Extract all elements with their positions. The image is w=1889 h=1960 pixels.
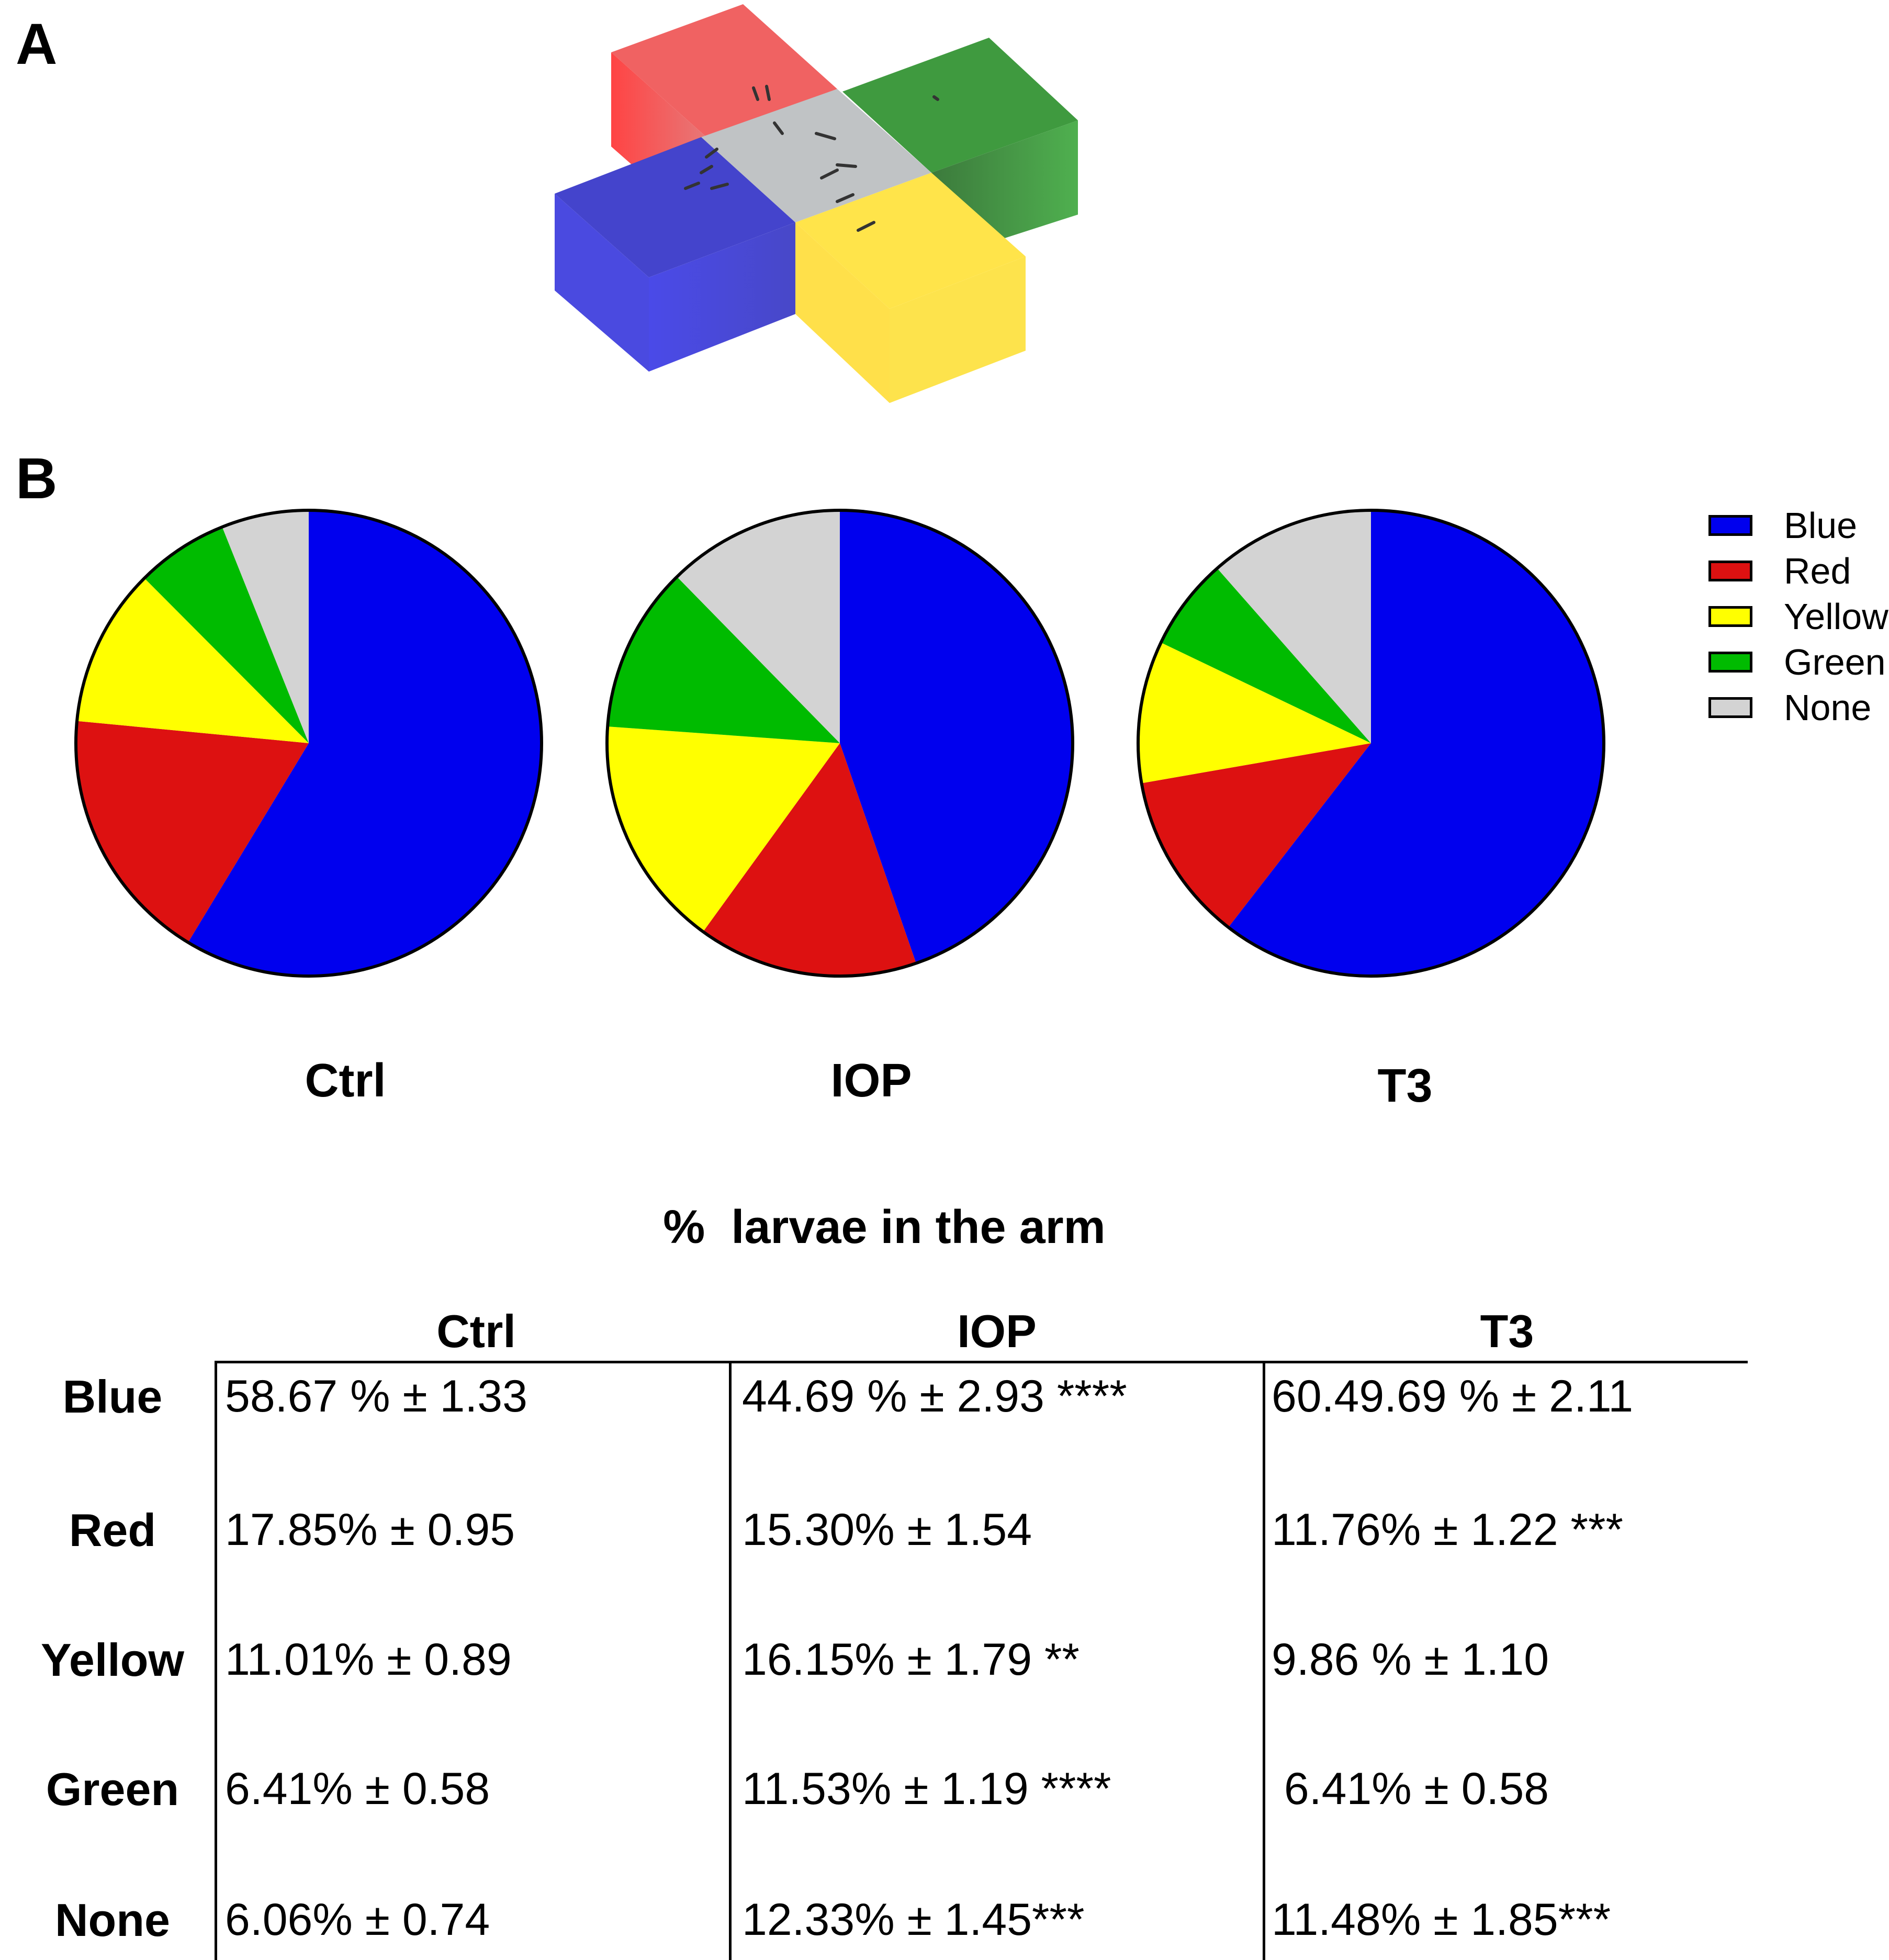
table-divider-2 — [729, 1361, 732, 1960]
legend-swatch-none — [1708, 697, 1752, 718]
pie-label-t3: T3 — [1377, 1060, 1433, 1112]
table-divider-3 — [1263, 1361, 1265, 1960]
table-row-header-red: Red — [69, 1504, 156, 1556]
table-cell-green-t3: 6.41% ± 0.58 — [1272, 1764, 1549, 1814]
yellow-arm — [795, 173, 1026, 403]
pie-outline-iop — [605, 509, 1074, 978]
pie-slice-t3-blue — [1228, 510, 1604, 976]
pie-slice-iop-green — [608, 576, 840, 743]
legend-label-green: Green — [1784, 641, 1886, 682]
pie-charts — [74, 509, 1605, 978]
blue-arm — [555, 137, 795, 372]
pie-slice-iop-red — [703, 743, 916, 977]
legend-label-none: None — [1784, 687, 1872, 728]
plus-maze-illustration — [555, 4, 1078, 403]
legend-item-none: None — [1708, 685, 1888, 730]
table-col-header-iop: IOP — [957, 1305, 1037, 1357]
legend-item-green: Green — [1708, 639, 1888, 685]
table-cell-green-iop: 11.53% ± 1.19 **** — [742, 1764, 1111, 1814]
center-zone — [701, 89, 931, 222]
legend-label-red: Red — [1784, 550, 1851, 591]
table-divider-1 — [215, 1361, 217, 1960]
table-col-header-ctrl: Ctrl — [436, 1305, 516, 1357]
pie-slice-ctrl-none — [222, 510, 309, 743]
table-cell-none-iop: 12.33% ± 1.45*** — [742, 1895, 1085, 1945]
table-cell-red-ctrl: 17.85% ± 0.95 — [225, 1505, 515, 1555]
table-cell-blue-t3: 60.49.69 % ± 2.11 — [1272, 1371, 1634, 1421]
table-row-header-blue: Blue — [62, 1371, 163, 1423]
table-row-header-yellow: Yellow — [41, 1634, 184, 1686]
table-cell-yellow-iop: 16.15% ± 1.79 ** — [742, 1634, 1080, 1685]
legend-label-blue: Blue — [1784, 505, 1858, 546]
table-cell-yellow-ctrl: 11.01% ± 0.89 — [225, 1634, 512, 1685]
table-cell-red-t3: 11.76% ± 1.22 *** — [1272, 1505, 1623, 1555]
pie-slice-t3-none — [1217, 510, 1371, 743]
pie-slice-ctrl-blue — [188, 510, 542, 976]
table-cell-green-ctrl: 6.41% ± 0.58 — [225, 1764, 490, 1814]
table-title: % larvae in the arm — [663, 1201, 1106, 1253]
pie-slice-iop-none — [677, 510, 840, 743]
legend-swatch-yellow — [1708, 606, 1752, 627]
pie-outline-t3 — [1137, 509, 1605, 978]
pie-ctrl — [74, 509, 543, 978]
table-cell-none-t3: 11.48% ± 1.85*** — [1272, 1895, 1611, 1945]
legend-item-red: Red — [1708, 548, 1888, 593]
pie-label-iop: IOP — [830, 1055, 912, 1107]
pie-slice-t3-green — [1161, 568, 1371, 743]
pie-iop — [605, 509, 1074, 978]
pie-slice-t3-yellow — [1138, 642, 1371, 783]
pie-outline-ctrl — [74, 509, 543, 978]
legend-item-yellow: Yellow — [1708, 593, 1888, 639]
legend-swatch-green — [1708, 651, 1752, 673]
legend-item-blue: Blue — [1708, 502, 1888, 548]
larvae-marks — [684, 85, 939, 232]
panel-letter-b: B — [16, 446, 58, 511]
legend-label-yellow: Yellow — [1784, 596, 1888, 637]
legend: Blue Red Yellow Green None — [1708, 502, 1888, 730]
table-header-rule — [215, 1361, 1748, 1363]
table-cell-none-ctrl: 6.06% ± 0.74 — [225, 1895, 490, 1945]
pie-label-ctrl: Ctrl — [305, 1055, 386, 1107]
legend-swatch-red — [1708, 560, 1752, 581]
table-cell-blue-iop: 44.69 % ± 2.93 **** — [742, 1371, 1127, 1421]
pie-slice-ctrl-green — [144, 527, 309, 743]
table-cell-yellow-t3: 9.86 % ± 1.10 — [1272, 1634, 1549, 1685]
legend-swatch-blue — [1708, 514, 1752, 536]
pie-t3 — [1137, 509, 1605, 978]
table-cell-red-iop: 15.30% ± 1.54 — [742, 1505, 1032, 1555]
panel-letter-a: A — [16, 12, 58, 76]
table-cell-blue-ctrl: 58.67 % ± 1.33 — [225, 1371, 527, 1421]
pie-slice-iop-yellow — [607, 726, 840, 932]
table-col-header-t3: T3 — [1480, 1305, 1534, 1357]
pie-slice-ctrl-yellow — [77, 578, 309, 743]
pie-slice-iop-blue — [840, 510, 1073, 964]
pie-slice-t3-red — [1141, 743, 1371, 927]
table-row-header-green: Green — [46, 1763, 179, 1815]
pie-slice-ctrl-red — [76, 721, 309, 943]
table-row-header-none: None — [55, 1894, 170, 1946]
